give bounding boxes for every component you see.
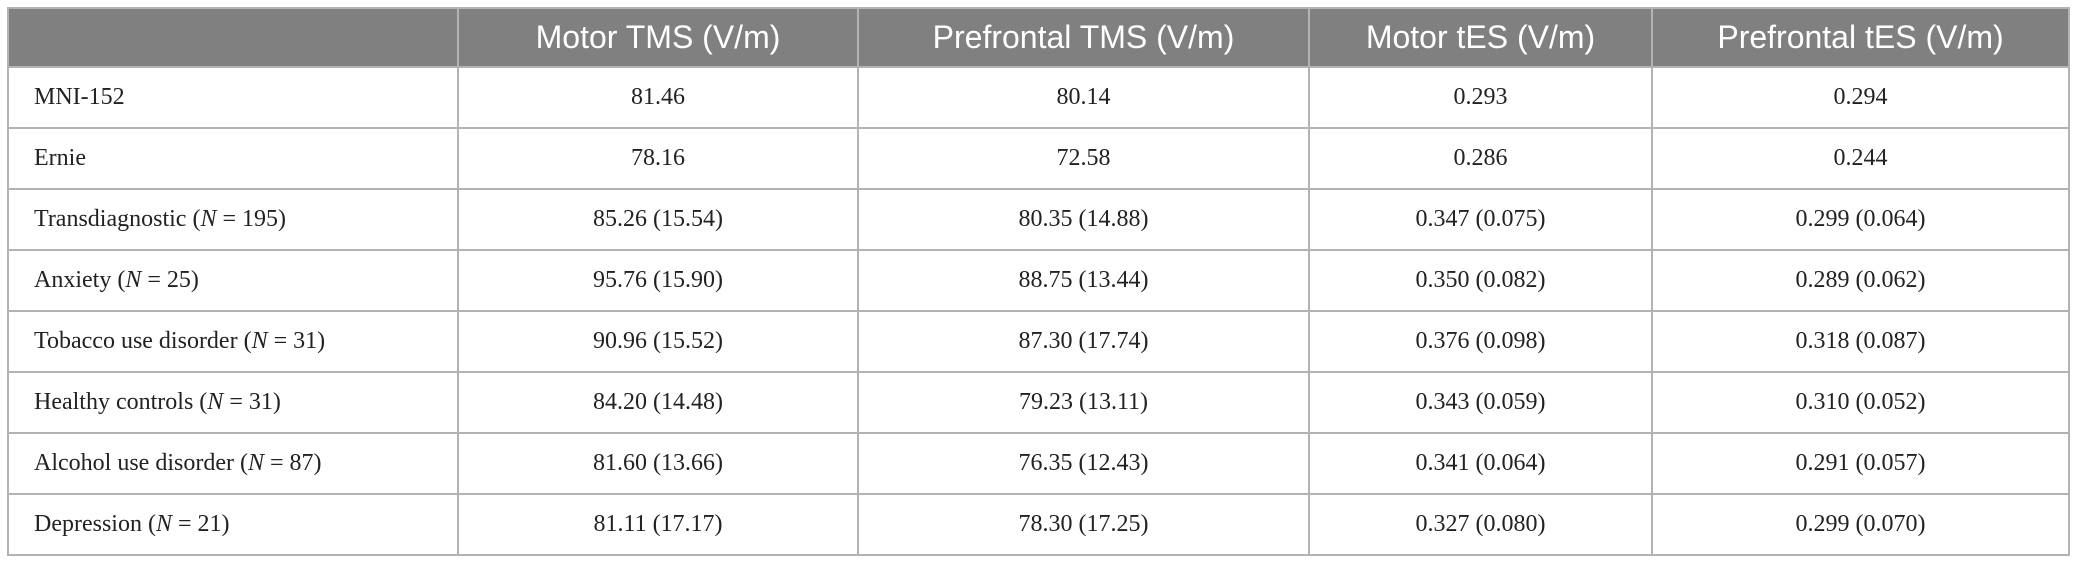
value-cell: 88.75 (13.44) xyxy=(857,249,1310,312)
value-cell: 0.343 (0.059) xyxy=(1308,371,1653,434)
row-label: Tobacco use disorder (N = 31) xyxy=(7,310,459,373)
row-label: MNI-152 xyxy=(7,66,459,129)
value-cell: 0.376 (0.098) xyxy=(1308,310,1653,373)
value-cell: 0.289 (0.062) xyxy=(1651,249,2070,312)
table-row: MNI-152 81.46 80.14 0.293 0.294 xyxy=(7,66,2070,129)
table-row: Ernie 78.16 72.58 0.286 0.244 xyxy=(7,127,2070,190)
value-cell: 95.76 (15.90) xyxy=(457,249,859,312)
value-cell: 76.35 (12.43) xyxy=(857,432,1310,495)
value-cell: 0.244 xyxy=(1651,127,2070,190)
value-cell: 0.299 (0.070) xyxy=(1651,493,2070,556)
value-cell: 81.11 (17.17) xyxy=(457,493,859,556)
table-row: Tobacco use disorder (N = 31) 90.96 (15.5… xyxy=(7,310,2070,373)
table-row: Anxiety (N = 25) 95.76 (15.90) 88.75 (13.4… xyxy=(7,249,2070,312)
header-cell: Prefrontal TMS (V/m) xyxy=(857,7,1310,68)
table-row: Depression (N = 21) 81.11 (17.17) 78.30 (1… xyxy=(7,493,2070,556)
value-cell: 84.20 (14.48) xyxy=(457,371,859,434)
row-label: Ernie xyxy=(7,127,459,190)
value-cell: 87.30 (17.74) xyxy=(857,310,1310,373)
value-cell: 0.294 xyxy=(1651,66,2070,129)
value-cell: 0.293 xyxy=(1308,66,1653,129)
table-row: Alcohol use disorder (N = 87) 81.60 (13.6… xyxy=(7,432,2070,495)
row-label: Healthy controls (N = 31) xyxy=(7,371,459,434)
value-cell: 0.299 (0.064) xyxy=(1651,188,2070,251)
value-cell: 0.327 (0.080) xyxy=(1308,493,1653,556)
table-row: Healthy controls (N = 31) 84.20 (14.48) 79… xyxy=(7,371,2070,434)
value-cell: 81.60 (13.66) xyxy=(457,432,859,495)
table-row: Transdiagnostic (N = 195) 85.26 (15.54) 80… xyxy=(7,188,2070,251)
value-cell: 0.291 (0.057) xyxy=(1651,432,2070,495)
value-cell: 90.96 (15.52) xyxy=(457,310,859,373)
value-cell: 80.35 (14.88) xyxy=(857,188,1310,251)
value-cell: 0.310 (0.052) xyxy=(1651,371,2070,434)
header-cell xyxy=(7,7,459,68)
header-row: Motor TMS (V/m) Prefrontal TMS (V/m) Motor… xyxy=(7,7,2070,68)
row-label: Transdiagnostic (N = 195) xyxy=(7,188,459,251)
value-cell: 72.58 xyxy=(857,127,1310,190)
row-label: Depression (N = 21) xyxy=(7,493,459,556)
value-cell: 0.318 (0.087) xyxy=(1651,310,2070,373)
value-cell: 79.23 (13.11) xyxy=(857,371,1310,434)
value-cell: 80.14 xyxy=(857,66,1310,129)
row-label: Alcohol use disorder (N = 87) xyxy=(7,432,459,495)
table-body: MNI-152 81.46 80.14 0.293 0.294 Ernie 78.16 72.… xyxy=(7,66,2070,556)
header-cell: Motor TMS (V/m) xyxy=(457,7,859,68)
value-cell: 0.341 (0.064) xyxy=(1308,432,1653,495)
value-cell: 0.286 xyxy=(1308,127,1653,190)
value-cell: 85.26 (15.54) xyxy=(457,188,859,251)
value-cell: 0.350 (0.082) xyxy=(1308,249,1653,312)
data-table: Motor TMS (V/m) Prefrontal TMS (V/m) Motor… xyxy=(7,7,2070,556)
value-cell: 78.16 xyxy=(457,127,859,190)
header-cell: Motor tES (V/m) xyxy=(1308,7,1653,68)
header-cell: Prefrontal tES (V/m) xyxy=(1651,7,2070,68)
value-cell: 78.30 (17.25) xyxy=(857,493,1310,556)
value-cell: 0.347 (0.075) xyxy=(1308,188,1653,251)
row-label: Anxiety (N = 25) xyxy=(7,249,459,312)
value-cell: 81.46 xyxy=(457,66,859,129)
